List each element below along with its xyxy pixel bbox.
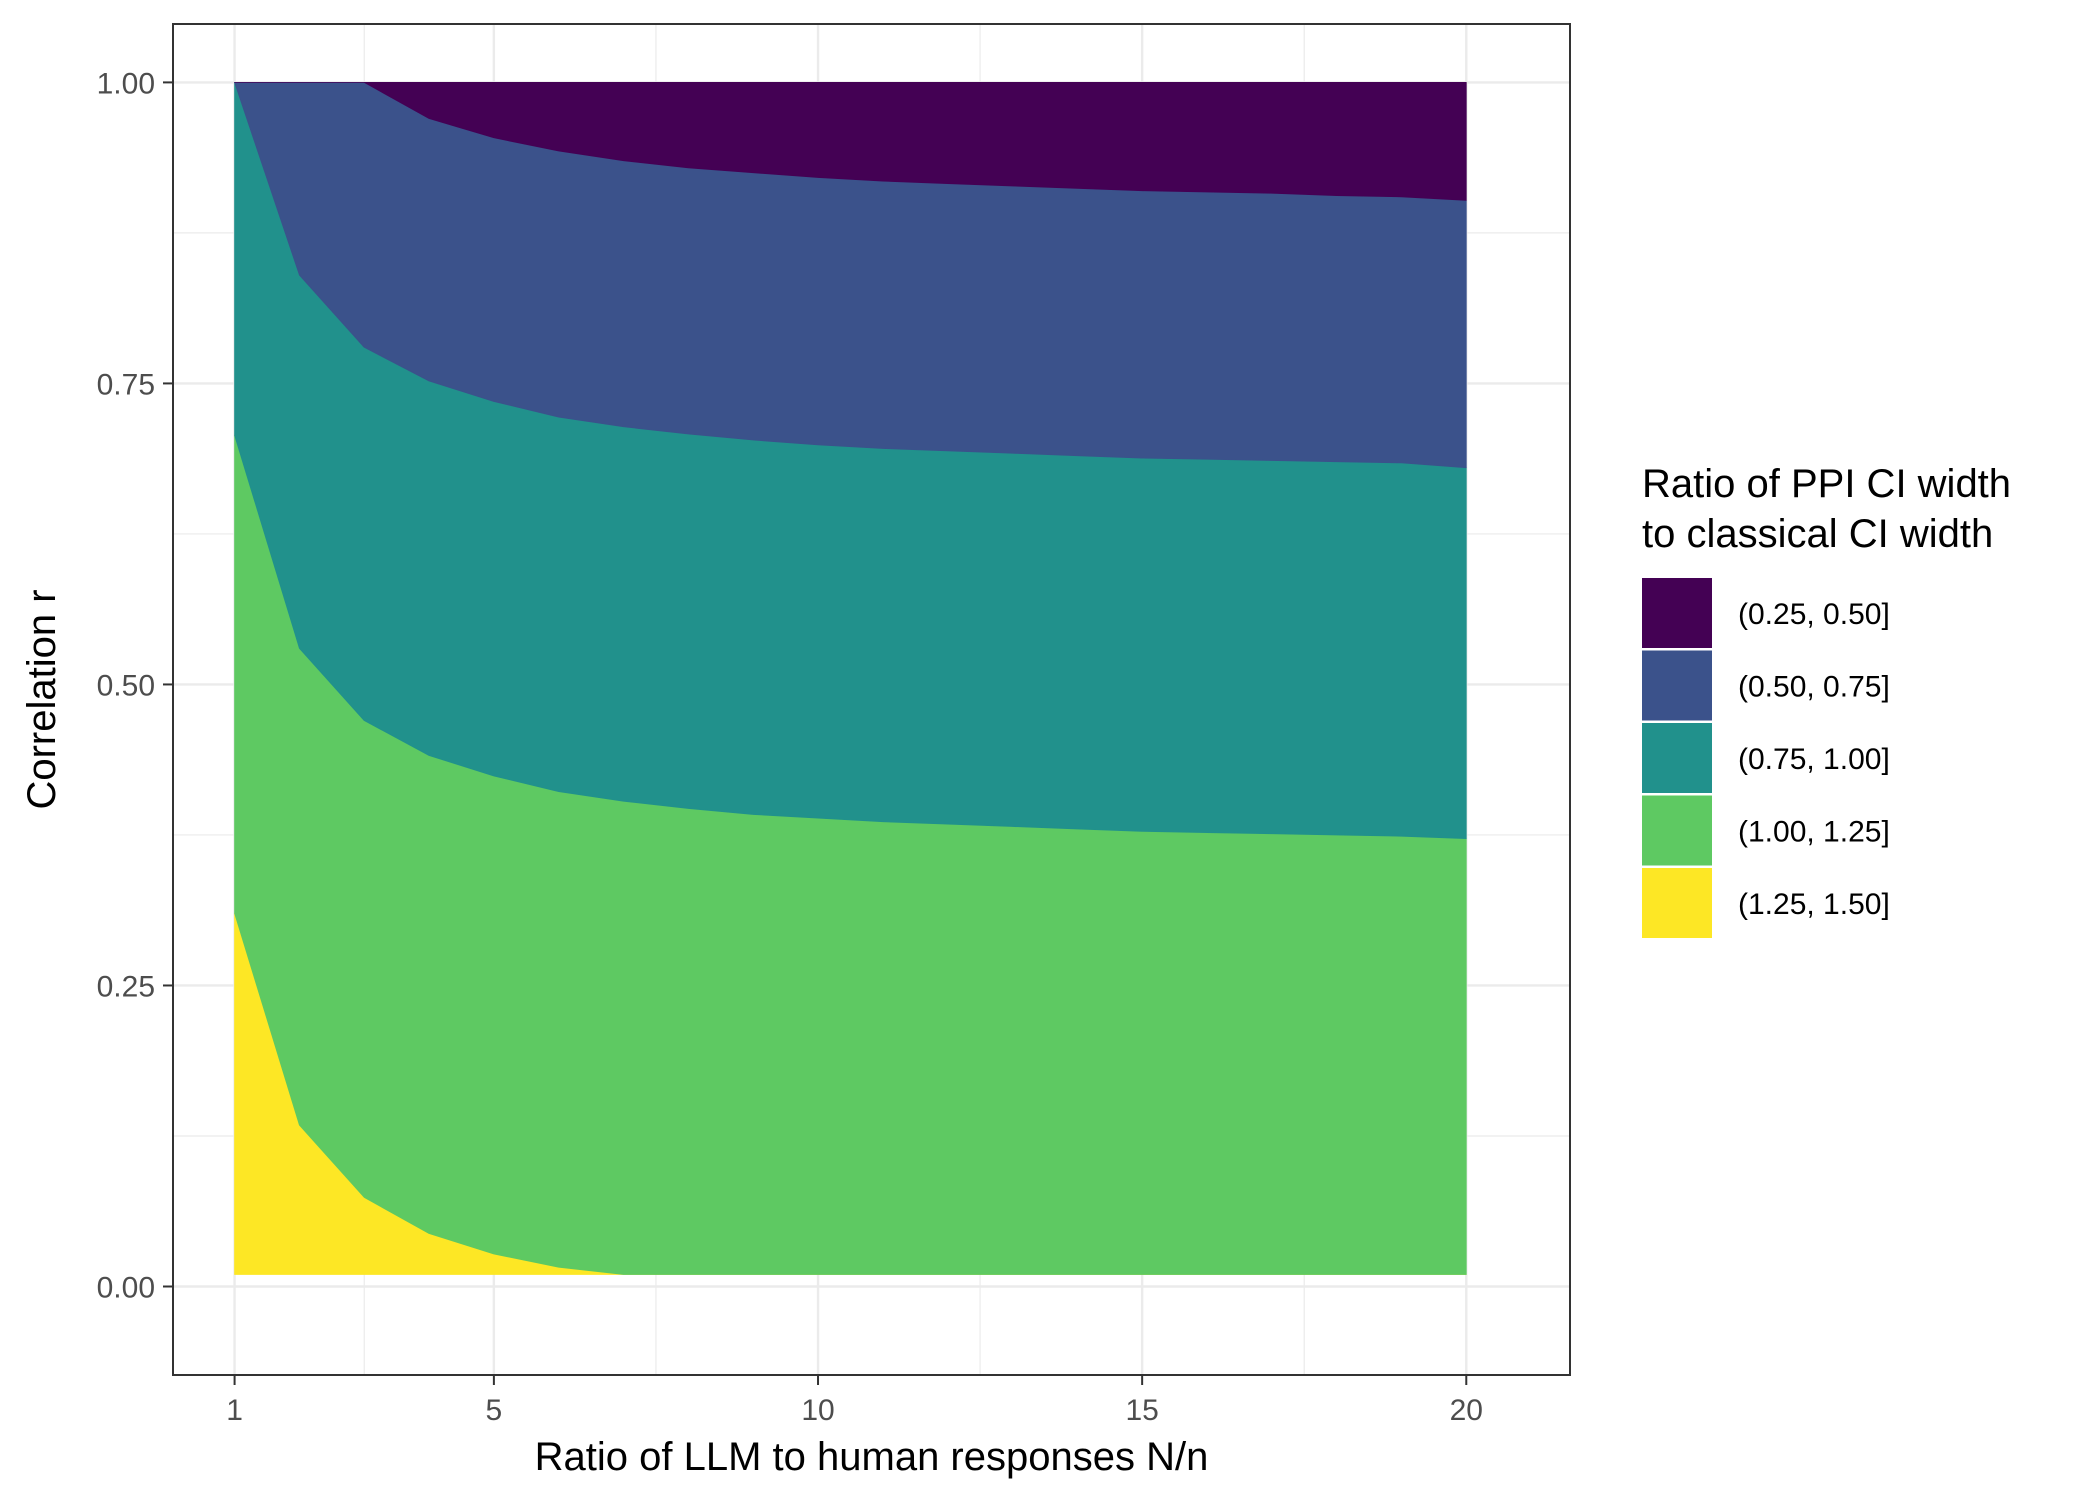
y-tick-label: 0.25 [97, 970, 155, 1003]
legend-key-0-75-1-00 [1642, 723, 1712, 793]
legend-label-1-25-1-50: (1.25, 1.50] [1738, 888, 1890, 921]
y-tick-labels: 0.00 0.25 0.50 0.75 1.00 [97, 67, 155, 1304]
legend-label-0-50-0-75: (0.50, 0.75] [1738, 671, 1890, 704]
legend-label-1-00-1-25: (1.00, 1.25] [1738, 816, 1890, 849]
legend-key-0-50-0-75 [1642, 650, 1712, 721]
legend-title-line-1: Ratio of PPI CI width [1642, 462, 2011, 506]
y-tick-label: 0.50 [97, 669, 155, 702]
legend: Ratio of PPI CI width to classical CI wi… [1642, 462, 2011, 938]
x-tick-label: 10 [801, 1394, 834, 1427]
plot-areas [234, 82, 1467, 1275]
x-tick-label: 20 [1450, 1394, 1483, 1427]
x-axis-title: Ratio of LLM to human responses N/n [535, 1435, 1209, 1479]
legend-key-1-00-1-25 [1642, 795, 1712, 866]
legend-label-0-75-1-00: (0.75, 1.00] [1738, 743, 1890, 776]
area-band-0-25-0-50 [234, 82, 1467, 201]
legend-label-0-25-0-50: (0.25, 0.50] [1738, 598, 1890, 631]
y-tick-label: 0.00 [97, 1271, 155, 1304]
y-tick-label: 1.00 [97, 67, 155, 100]
x-tick-label: 15 [1125, 1394, 1158, 1427]
x-tick-label: 1 [226, 1394, 243, 1427]
x-tick-label: 5 [486, 1394, 503, 1427]
legend-items: (0.25, 0.50] (0.50, 0.75] (0.75, 1.00] (1.0… [1642, 578, 1890, 938]
y-axis-title: Correlation r [20, 589, 64, 809]
panel-border [172, 23, 1571, 1376]
y-tick-label: 0.75 [97, 368, 155, 401]
axis-ticks [163, 81, 1468, 1385]
legend-key-0-25-0-50 [1642, 578, 1712, 648]
legend-title-line-2: to classical CI width [1642, 512, 1993, 556]
x-tick-labels: 1 5 10 15 20 [226, 1394, 1483, 1427]
legend-key-1-25-1-50 [1642, 868, 1712, 938]
